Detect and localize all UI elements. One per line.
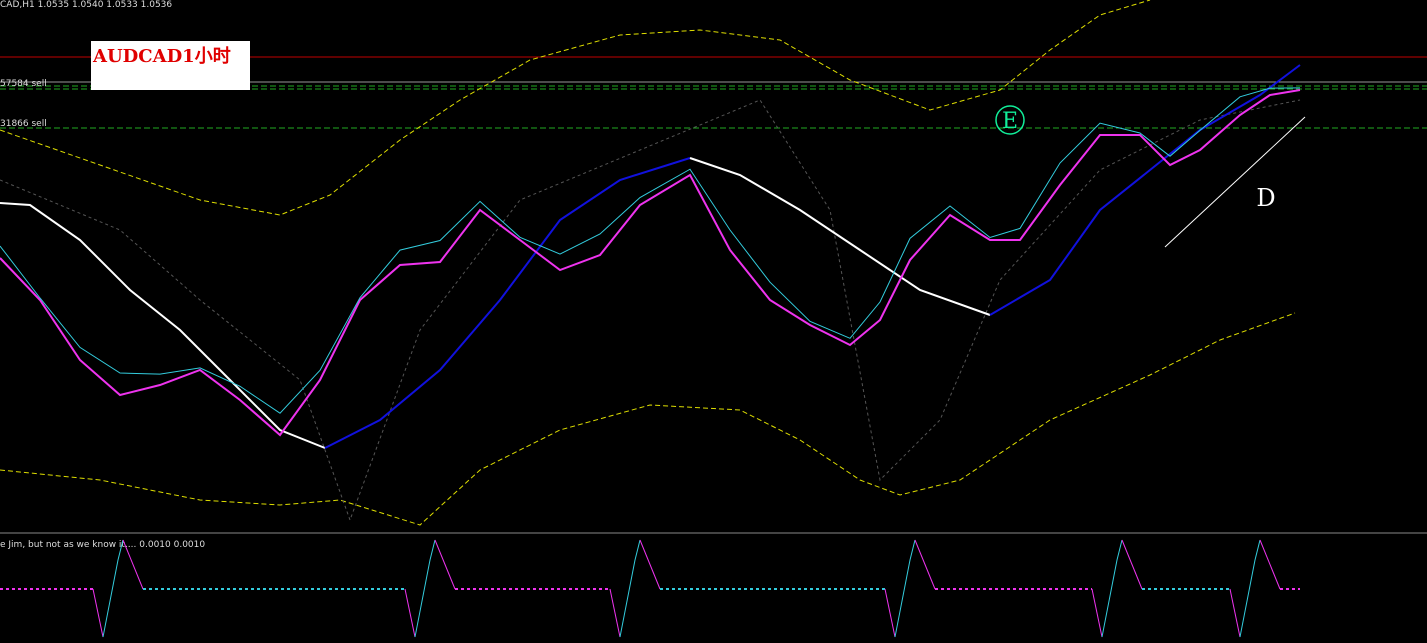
osc-drop — [609, 588, 621, 638]
e-mark: E — [1002, 109, 1018, 134]
symbol-info: CAD,H1 1.0535 1.0540 1.0533 1.0536 — [0, 0, 172, 10]
osc-drop — [92, 588, 104, 638]
osc-rise — [1239, 539, 1261, 638]
upper-band — [0, 0, 1151, 216]
osc-fall — [122, 539, 144, 590]
osc-rise — [1101, 539, 1123, 638]
slow-ma-white — [689, 157, 991, 316]
fast-ma — [0, 87, 1301, 414]
slow-ma-blue — [989, 64, 1301, 316]
osc-rise — [414, 539, 436, 638]
e-circle — [995, 105, 1025, 135]
osc-fall — [639, 539, 661, 590]
level-label: 31866 sell — [0, 119, 47, 129]
osc-fall — [1259, 539, 1281, 590]
label-title: AUDCAD1小时 — [92, 46, 231, 67]
mid-band — [0, 99, 1301, 522]
osc-drop — [404, 588, 416, 638]
fast-ma — [0, 89, 1301, 437]
osc-fall — [1121, 539, 1143, 590]
slow-ma-white — [0, 202, 326, 449]
osc-drop — [1229, 588, 1241, 638]
sub-window — [0, 539, 1300, 638]
slow-ma-blue — [324, 157, 691, 449]
osc-fall — [914, 539, 936, 590]
indicator-title: e Jim, but not as we know it.... 0.0010 … — [0, 540, 205, 550]
osc-fall — [434, 539, 456, 590]
osc-drop — [1091, 588, 1103, 638]
d-mark: D — [1256, 184, 1275, 212]
osc-drop — [884, 588, 896, 638]
osc-rise — [894, 539, 916, 638]
indicator-lines — [0, 0, 1301, 526]
osc-rise — [619, 539, 641, 638]
osc-rise — [102, 539, 124, 638]
label-box — [91, 41, 250, 90]
level-label: 57584 sell — [0, 79, 47, 89]
trend-line — [1164, 116, 1306, 248]
